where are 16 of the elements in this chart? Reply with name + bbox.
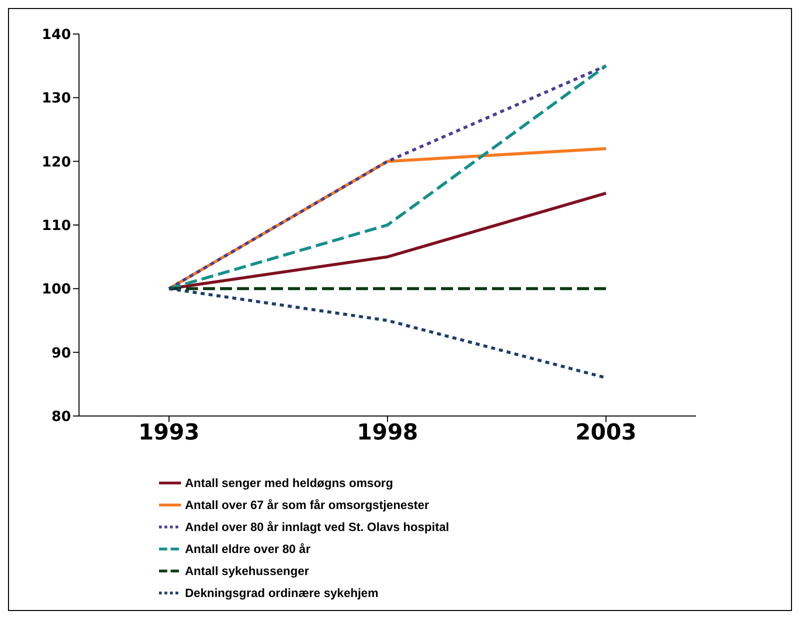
legend-label: Antall over 67 år som får omsorgstjenester [185,498,430,512]
legend-label: Dekningsgrad ordinære sykehjem [185,586,378,600]
y-tick-label: 100 [42,282,72,298]
y-tick-label: 80 [52,408,72,425]
legend-label: Antall sykehussenger [185,564,310,578]
legend-label: Andel over 80 år innlagt ved St. Olavs hospital [185,520,450,534]
x-tick-label: 1998 [356,420,418,446]
x-tick-label: 1993 [138,420,200,446]
y-tick-label: 140 [42,26,72,43]
legend-label: Antall eldre over 80 år [185,542,310,556]
x-tick-label: 2003 [575,420,637,446]
y-tick-label: 120 [42,154,72,170]
y-tick-label: 110 [42,218,72,234]
y-tick-label: 90 [52,345,72,362]
legend-label: Antall senger med heldøgns omsorg [185,476,394,490]
y-tick-label: 130 [42,90,72,107]
